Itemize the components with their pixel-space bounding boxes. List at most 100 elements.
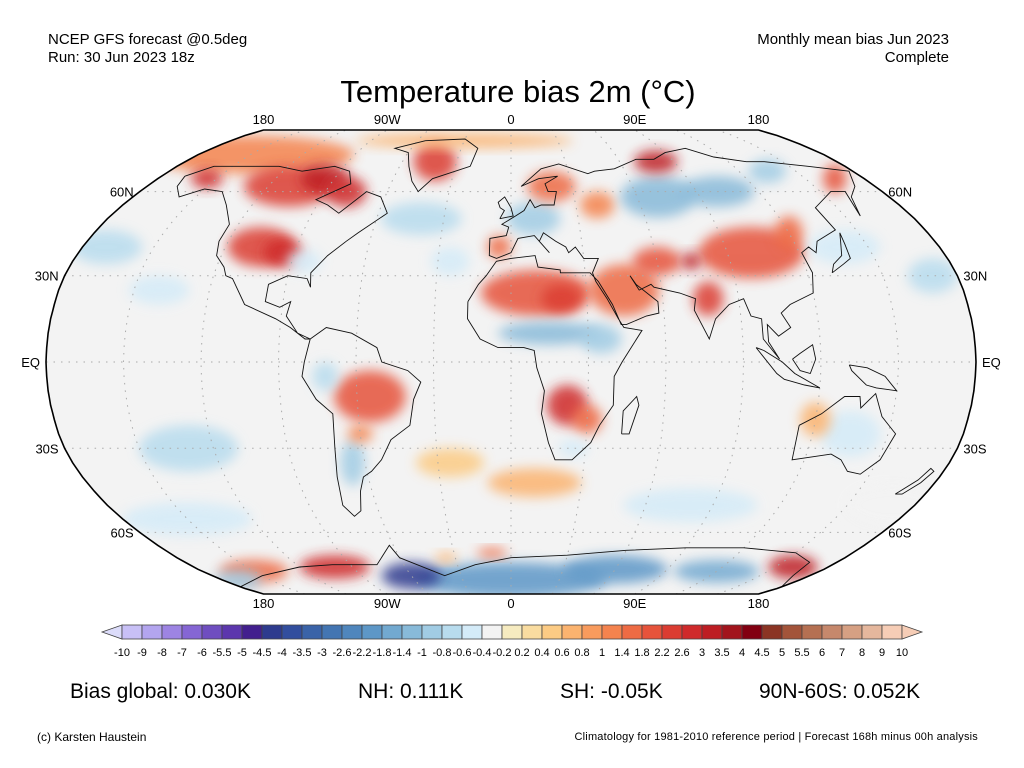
lat-tick-label: 30N <box>963 269 987 284</box>
colorbar-boxes <box>100 624 924 640</box>
coastline-greenland <box>393 138 479 193</box>
bias-patch <box>380 202 462 236</box>
colorbar-tick-label: -4.5 <box>253 647 272 659</box>
coastlines <box>176 138 935 588</box>
colorbar-box <box>421 624 443 640</box>
bias-patch <box>434 552 458 563</box>
bias-patch <box>70 230 142 264</box>
colorbar-tick-label: -0.2 <box>493 647 512 659</box>
bias-patch <box>632 246 682 276</box>
bias-patch <box>139 425 239 472</box>
completion-status: Complete <box>884 49 949 66</box>
lon-tick-label: 180 <box>253 596 275 611</box>
colorbar-box <box>121 624 143 640</box>
lon-tick-label: 90W <box>374 596 401 611</box>
colorbar-tick-label: -4 <box>277 647 287 659</box>
colorbar: -10 -9 -8 -7 -6 -5.5 -5 -4.5 -4 -3.5 -3 -2.6 -2.2 -1.… <box>100 624 924 659</box>
coastline-indonesia <box>755 347 821 389</box>
coastline-uk <box>497 196 514 220</box>
colorbar-box <box>481 624 503 640</box>
longitude-labels-top: 180 90W 0 90E 180 <box>253 112 770 127</box>
colorbar-tick-label: 5.5 <box>794 647 809 659</box>
period-label: Monthly mean bias Jun 2023 <box>757 31 949 48</box>
stat-global: Bias global: 0.030K <box>70 680 251 703</box>
bias-patch <box>620 176 696 218</box>
coastline-new-guinea <box>848 364 898 392</box>
colorbar-tick-label: -8 <box>157 647 167 659</box>
lat-tick-label: 30N <box>35 269 59 284</box>
colorbar-tick-label: -5.5 <box>213 647 232 659</box>
coastline-new-zealand <box>894 467 935 495</box>
bias-patch <box>907 258 958 294</box>
colorbar-box <box>601 624 623 640</box>
colorbar-tick-label: -1.4 <box>393 647 412 659</box>
colorbar-tick-label: 4.5 <box>754 647 769 659</box>
colorbar-extend-high <box>901 624 924 640</box>
colorbar-box <box>561 624 583 640</box>
coastline-africa-eurasia <box>467 147 861 461</box>
colorbar-box <box>801 624 823 640</box>
latitude-labels-right: 60N 30N EQ 30S 60S <box>888 185 1000 541</box>
colorbar-tick-label: 0.2 <box>514 647 529 659</box>
colorbar-tick-label: 8 <box>859 647 865 659</box>
coastline-borneo <box>792 343 817 375</box>
colorbar-box <box>221 624 243 640</box>
colorbar-box <box>201 624 223 640</box>
colorbar-box <box>721 624 743 640</box>
colorbar-box <box>621 624 643 640</box>
colorbar-box <box>301 624 323 640</box>
model-name: NCEP GFS forecast @0.5deg <box>48 31 248 48</box>
colorbar-tick-label: 7 <box>839 647 845 659</box>
period-info: Monthly mean bias Jun 2023 Complete <box>757 31 949 67</box>
stat-90n-60s: 90N-60S: 0.052K <box>759 680 921 703</box>
colorbar-box <box>381 624 403 640</box>
coastline-australia <box>791 392 897 475</box>
footer-note: Climatology for 1981-2010 reference peri… <box>574 731 978 743</box>
colorbar-box <box>581 624 603 640</box>
bias-patch <box>506 202 561 236</box>
bias-patch <box>381 562 442 589</box>
lon-tick-label: 90W <box>374 112 401 127</box>
colorbar-box <box>141 624 163 640</box>
lon-tick-label: 90E <box>623 112 646 127</box>
colorbar-box <box>521 624 543 640</box>
colorbar-tick-label: 0.8 <box>574 647 589 659</box>
colorbar-tick-label: 10 <box>896 647 908 659</box>
bias-patch <box>122 502 253 536</box>
colorbar-box <box>861 624 883 640</box>
bias-patch <box>588 264 660 316</box>
colorbar-box <box>341 624 363 640</box>
bias-patch <box>820 410 881 457</box>
colorbar-tick-label: -5 <box>237 647 247 659</box>
colorbar-box <box>161 624 183 640</box>
lat-tick-label: 30S <box>963 441 986 456</box>
colorbar-box <box>701 624 723 640</box>
bias-patch <box>287 249 321 273</box>
bias-patch <box>312 362 339 391</box>
colorbar-tick-label: 1 <box>599 647 605 659</box>
colorbar-tick-label: 2.6 <box>674 647 689 659</box>
bias-patch <box>748 159 787 184</box>
bias-statistics: Bias global: 0.030K NH: 0.111K SH: -0.05… <box>0 680 1024 708</box>
bias-patch <box>623 488 758 523</box>
stat-sh: SH: -0.05K <box>560 680 663 703</box>
colorbar-box <box>501 624 523 640</box>
map-figure: 180 90W 0 90E 180 180 90W 0 90E 180 60N30NEQ30S6… <box>21 112 1001 611</box>
bias-patch <box>191 168 223 189</box>
colorbar-tick-label: -3.5 <box>293 647 312 659</box>
colorbar-tick-label: -7 <box>177 647 187 659</box>
colorbar-box <box>441 624 463 640</box>
colorbar-tick-label: -0.6 <box>453 647 472 659</box>
bias-patch <box>541 284 582 314</box>
colorbar-tick-label: 1.8 <box>634 647 649 659</box>
colorbar-box <box>261 624 283 640</box>
coastline-south-america <box>301 327 422 517</box>
colorbar-tick-label: -2.2 <box>353 647 372 659</box>
bias-patch <box>414 562 608 594</box>
latitude-labels-left: 60N 30N EQ 30S 60S <box>21 185 134 541</box>
bias-patch <box>681 252 701 270</box>
bias-patch <box>340 439 365 486</box>
bias-patch <box>416 448 485 478</box>
colorbar-box <box>361 624 383 640</box>
meridian-line <box>122 130 305 594</box>
